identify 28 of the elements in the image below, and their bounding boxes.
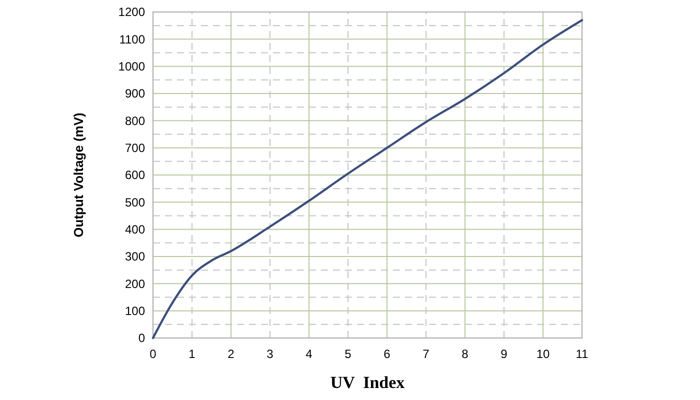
x-axis-title: UV Index xyxy=(330,373,406,392)
x-tick-label: 11 xyxy=(576,347,589,361)
y-tick-label: 800 xyxy=(124,114,146,128)
y-tick-label: 1000 xyxy=(118,60,146,74)
y-tick-label: 1200 xyxy=(118,5,146,20)
y-tick-label: 400 xyxy=(124,222,146,237)
y-tick-label: 900 xyxy=(124,86,146,101)
y-tick-label: 500 xyxy=(124,195,146,210)
x-tick-label: 7 xyxy=(422,347,430,361)
y-axis-title: Output Voltage (mV) xyxy=(71,112,86,238)
y-tick-label: 700 xyxy=(124,141,146,156)
line-series xyxy=(152,19,584,340)
x-tick-label: 2 xyxy=(228,347,235,361)
y-tick-label: 100 xyxy=(124,304,146,318)
x-tick-label: 5 xyxy=(344,347,352,361)
x-tick-label: 1 xyxy=(188,347,196,361)
y-tick-label: 1100 xyxy=(119,32,146,46)
y-tick-label: 0 xyxy=(138,331,146,346)
x-tick-label: 4 xyxy=(306,347,313,361)
x-tick-label: 3 xyxy=(266,347,274,361)
y-tick-label: 600 xyxy=(124,168,146,182)
x-tick-label: 6 xyxy=(384,347,391,361)
x-tick-label: 10 xyxy=(536,347,550,361)
y-tick-label: 300 xyxy=(124,250,146,264)
x-tick-label: 9 xyxy=(500,347,508,361)
y-tick-label: 200 xyxy=(124,276,146,291)
x-tick-label: 0 xyxy=(150,347,157,361)
x-tick-label: 8 xyxy=(462,347,469,361)
